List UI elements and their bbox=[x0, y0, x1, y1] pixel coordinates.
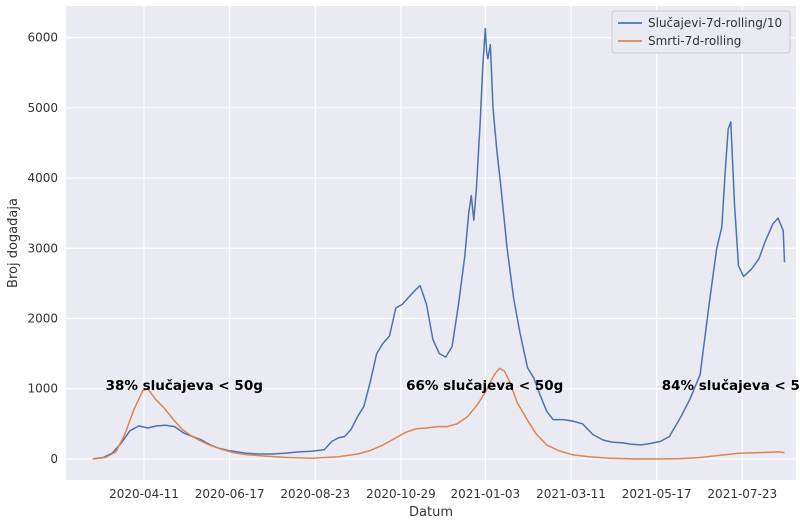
y-tick-label: 2000 bbox=[27, 311, 58, 325]
legend-label: Smrti-7d-rolling bbox=[648, 34, 741, 48]
series-line-1 bbox=[92, 27, 786, 460]
legend-label: Slučajevi-7d-rolling/10 bbox=[648, 16, 782, 30]
x-tick-label: 2020-06-17 bbox=[195, 487, 265, 501]
x-tick-label: 2020-10-29 bbox=[366, 487, 436, 501]
series-layer bbox=[92, 27, 786, 460]
annotation-2: 66% slučajeva < 50g bbox=[406, 378, 563, 394]
series-line-2 bbox=[92, 367, 785, 460]
annotation-1: 38% slučajeva < 50g bbox=[106, 378, 263, 394]
y-tick-label: 5000 bbox=[27, 101, 58, 115]
plot-background bbox=[66, 6, 796, 480]
grid-lines bbox=[66, 6, 796, 480]
x-tick-label: 2020-08-23 bbox=[280, 487, 350, 501]
x-tick-label: 2021-03-11 bbox=[536, 487, 606, 501]
y-tick-label: 1000 bbox=[27, 382, 58, 396]
annotation-layer: 38% slučajeva < 50g 66% slučajeva < 50g 84… bbox=[106, 378, 800, 394]
y-tick-label: 3000 bbox=[27, 241, 58, 255]
x-tick-label: 2020-04-11 bbox=[109, 487, 179, 501]
x-tick-label: 2021-07-23 bbox=[707, 487, 777, 501]
tick-layer: 0 1000 2000 3000 4000 5000 6000 2020-04-11 2020-… bbox=[27, 31, 777, 501]
annotation-3: 84% slučajeva < 50g bbox=[662, 378, 800, 394]
x-tick-label: 2021-01-03 bbox=[450, 487, 520, 501]
y-tick-label: 6000 bbox=[27, 31, 58, 45]
y-tick-label: 0 bbox=[50, 452, 58, 466]
legend: Slučajevi-7d-rolling/10 Smrti-7d-rolling bbox=[611, 10, 791, 54]
x-axis-label: Datum bbox=[409, 505, 453, 520]
y-axis-label: Broj događaja bbox=[6, 198, 21, 288]
x-tick-label: 2021-05-17 bbox=[622, 487, 692, 501]
y-tick-label: 4000 bbox=[27, 171, 58, 185]
legend-box bbox=[611, 10, 791, 54]
